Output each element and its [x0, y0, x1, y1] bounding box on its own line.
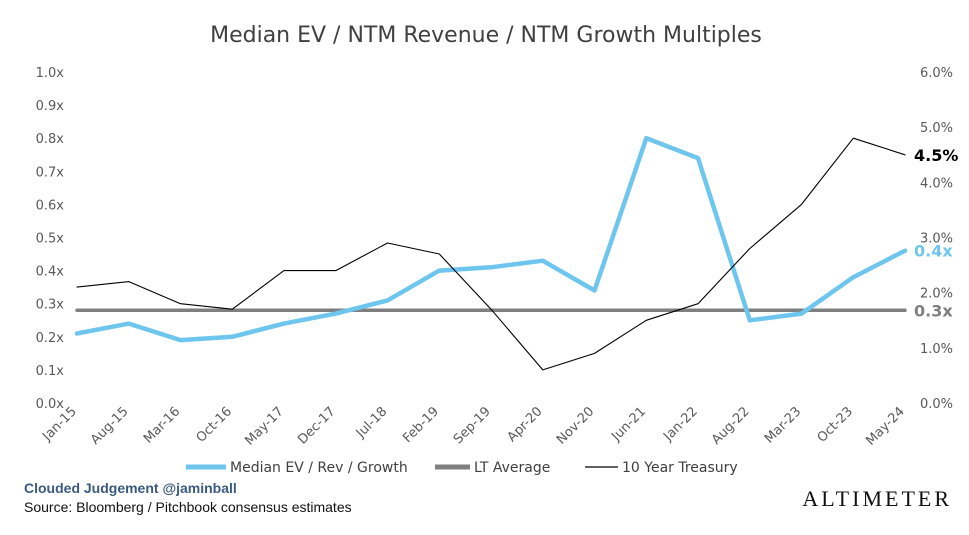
left-tick-label: 0.9x — [36, 99, 65, 114]
x-tick-label: Aug-15 — [88, 404, 132, 448]
legend-label: 10 Year Treasury — [622, 460, 738, 476]
x-tick-label: Oct-23 — [815, 404, 857, 446]
legend: Median EV / Rev / Growth LT Average 10 Y… — [186, 460, 738, 476]
left-tick-label: 0.7x — [36, 165, 65, 180]
x-tick-label: Feb-19 — [400, 404, 442, 446]
left-tick-label: 0.4x — [36, 265, 65, 280]
x-tick-label: Apr-20 — [505, 404, 546, 445]
series-layer — [77, 138, 905, 370]
x-tick-label: Sep-19 — [451, 404, 494, 447]
legend-item-lt-average: LT Average — [435, 460, 550, 476]
x-tick-label: Mar-16 — [141, 404, 183, 446]
left-tick-label: 0.6x — [36, 198, 65, 213]
right-tick-label: 1.0% — [920, 342, 953, 357]
left-tick-label: 0.5x — [36, 232, 65, 247]
x-tick-label: Jan-22 — [660, 404, 701, 445]
x-tick-label: Mar-23 — [762, 404, 804, 446]
left-tick-label: 0.3x — [36, 298, 65, 313]
left-tick-label: 0.8x — [36, 132, 65, 147]
right-tick-label: 2.0% — [920, 287, 953, 302]
x-tick-label: Dec-17 — [295, 404, 338, 447]
end-label: 0.3x — [914, 301, 953, 320]
right-tick-label: 5.0% — [920, 121, 953, 136]
end-label: 0.4x — [914, 242, 953, 261]
x-tick-label: Oct-16 — [194, 404, 236, 446]
x-tick-label: Jun-21 — [608, 404, 649, 445]
legend-label: LT Average — [474, 460, 550, 476]
x-tick-label: May-24 — [863, 404, 907, 448]
legend-item-ev-rev-growth: Median EV / Rev / Growth — [186, 460, 408, 476]
end-label: 4.5% — [914, 146, 958, 165]
altimeter-logo: ALTIMETER — [802, 486, 952, 511]
series-line — [77, 138, 905, 370]
left-tick-label: 0.2x — [36, 331, 65, 346]
right-axis: 0.0%1.0%2.0%3.0%4.0%5.0%6.0% — [920, 66, 953, 412]
source-note: Source: Bloomberg / Pitchbook consensus … — [24, 499, 352, 515]
left-axis: 0.0x 0.1x 0.2x 0.3x 0.4x 0.5x 0.6x 0.7x 0.8x 0.9x… — [36, 66, 65, 412]
legend-label: Median EV / Rev / Growth — [230, 460, 408, 476]
chart-title: Median EV / NTM Revenue / NTM Growth Mul… — [210, 23, 762, 48]
right-tick-label: 4.0% — [920, 176, 953, 191]
left-tick-label: 0.0x — [36, 397, 65, 412]
right-tick-label: 0.0% — [920, 397, 953, 412]
brand-label: Clouded Judgement @jaminball — [24, 480, 237, 496]
x-tick-label: May-17 — [242, 404, 286, 448]
right-tick-label: 6.0% — [920, 66, 953, 81]
x-tick-label: Jul-18 — [353, 404, 390, 441]
left-tick-label: 0.1x — [36, 364, 65, 379]
left-tick-label: 1.0x — [36, 66, 65, 81]
x-tick-label: Nov-20 — [554, 404, 597, 447]
x-tick-label: Aug-22 — [709, 404, 753, 448]
legend-item-10yr-treasury: 10 Year Treasury — [585, 460, 738, 476]
series-10-year-treasury — [77, 138, 905, 370]
